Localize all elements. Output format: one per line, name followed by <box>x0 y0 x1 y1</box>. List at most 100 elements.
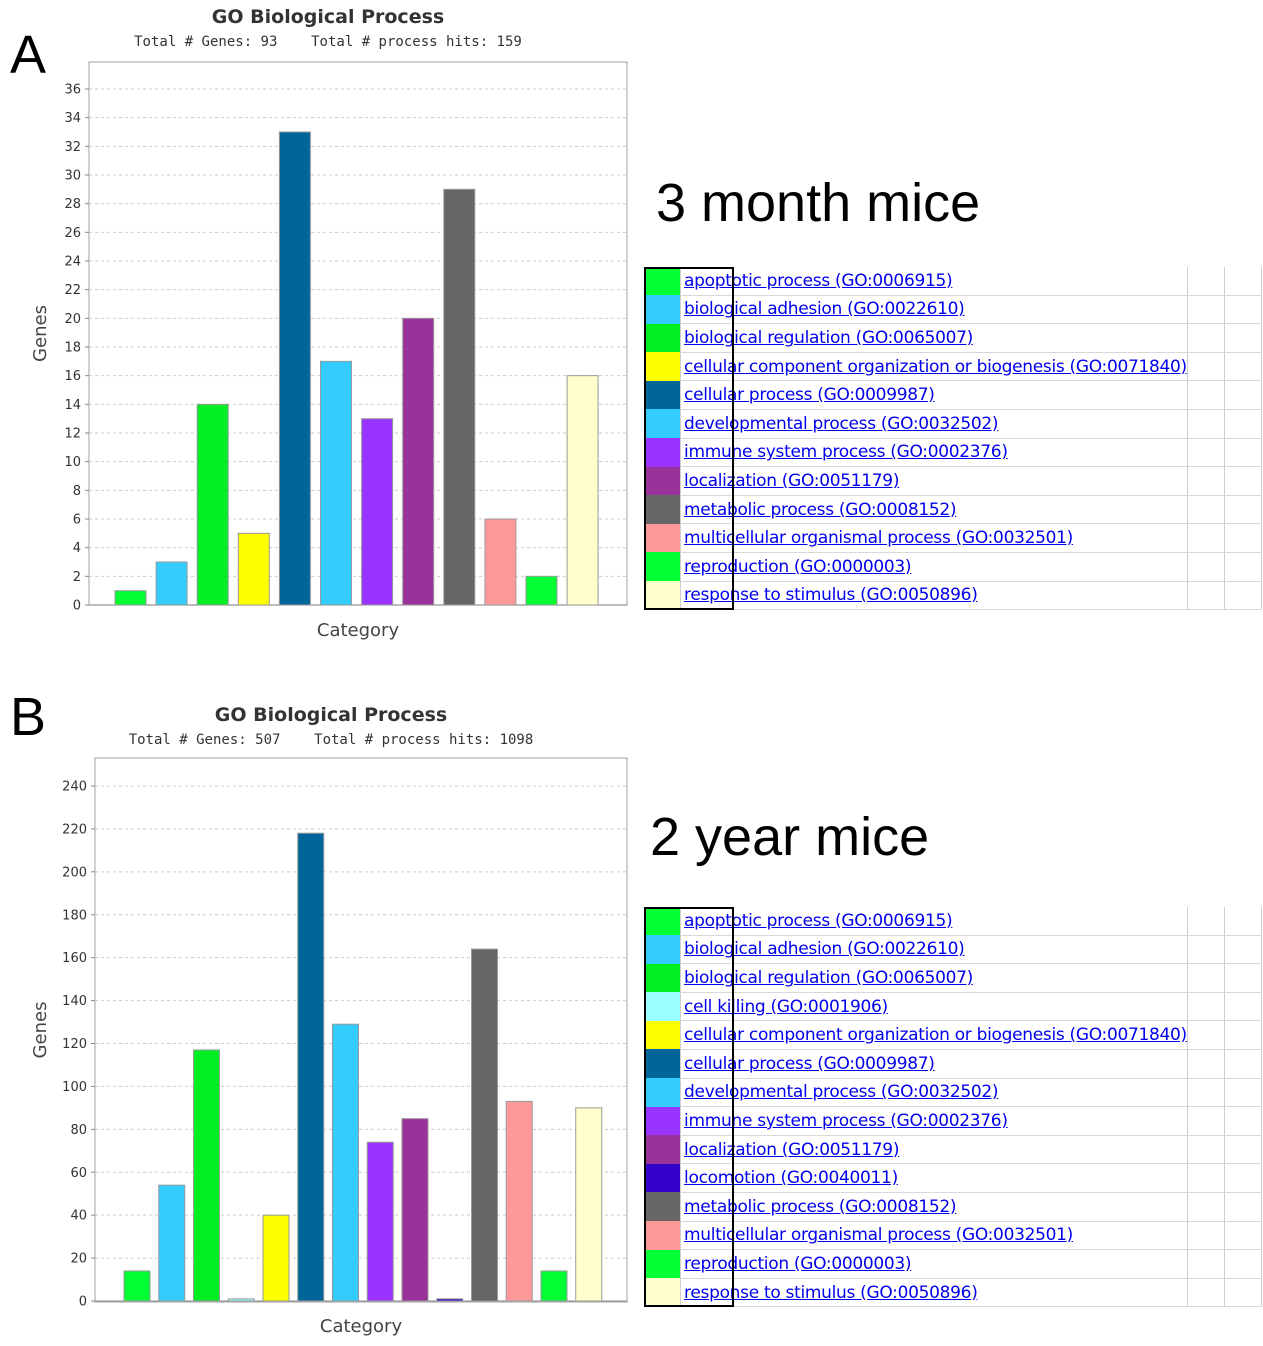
legend-row: localization (GO:0051179) <box>644 466 1262 496</box>
legend-swatch <box>644 1221 681 1250</box>
legend-label-cell: reproduction (GO:0000003) <box>680 1249 1188 1279</box>
legend-row: cellular process (GO:0009987) <box>644 1049 1262 1079</box>
legend-label-cell: cellular component organization or bioge… <box>680 352 1188 382</box>
legend-swatch <box>644 1078 681 1107</box>
legend-row: developmental process (GO:0032502) <box>644 409 1262 439</box>
legend-swatch <box>644 495 681 524</box>
legend-swatch <box>644 552 681 582</box>
y-tick-label: 180 <box>62 908 87 923</box>
legend-link[interactable]: developmental process (GO:0032502) <box>684 413 999 434</box>
legend-label-cell: cellular process (GO:0009987) <box>680 1049 1188 1079</box>
legend-link[interactable]: response to stimulus (GO:0050896) <box>684 585 978 606</box>
bar: apoptotic process (GO:0006915): 1 <box>114 590 147 606</box>
legend-link[interactable]: apoptotic process (GO:0006915) <box>684 270 953 291</box>
legend-row: localization (GO:0051179) <box>644 1135 1262 1165</box>
legend-row: response to stimulus (GO:0050896) <box>644 581 1262 611</box>
legend-label-cell: localization (GO:0051179) <box>680 1135 1188 1165</box>
panel-b-letter: B <box>10 687 47 747</box>
legend-empty-cell <box>1187 552 1226 582</box>
legend-link[interactable]: immune system process (GO:0002376) <box>684 442 1008 463</box>
legend-label-cell: biological adhesion (GO:0022610) <box>680 295 1188 325</box>
bar: cellular component organization or bioge… <box>237 532 270 606</box>
legend-link[interactable]: cellular component organization or bioge… <box>684 1025 1187 1046</box>
legend-link[interactable]: biological adhesion (GO:0022610) <box>684 299 965 320</box>
y-tick-label: 14 <box>64 398 81 413</box>
legend-empty-cell <box>1187 352 1226 382</box>
legend-link[interactable]: cell killing (GO:0001906) <box>684 996 888 1017</box>
legend-label-cell: cellular process (GO:0009987) <box>680 380 1188 410</box>
legend-link[interactable]: developmental process (GO:0032502) <box>684 1082 999 1103</box>
legend-link[interactable]: biological regulation (GO:0065007) <box>684 967 973 988</box>
legend-link[interactable]: multicellular organismal process (GO:003… <box>684 528 1074 549</box>
legend-link[interactable]: reproduction (GO:0000003) <box>684 556 912 577</box>
y-tick-label: 40 <box>70 1209 87 1224</box>
legend-swatch <box>644 935 681 964</box>
legend-link[interactable]: metabolic process (GO:0008152) <box>684 1196 957 1217</box>
legend-link[interactable]: cellular process (GO:0009987) <box>684 385 935 406</box>
plot-area <box>88 61 628 606</box>
bar: reproduction (GO:0000003): 14 <box>540 1270 568 1302</box>
y-tick-label: 160 <box>62 951 87 966</box>
legend-empty-cell <box>1187 1106 1226 1136</box>
bar: biological adhesion (GO:0022610): 54 <box>158 1184 186 1302</box>
y-tick-label: 4 <box>73 541 81 556</box>
legend-link[interactable]: cellular component organization or bioge… <box>684 356 1187 377</box>
bar: reproduction (GO:0000003): 2 <box>525 575 558 606</box>
legend-link[interactable]: localization (GO:0051179) <box>684 470 900 491</box>
y-tick-label: 20 <box>64 312 81 327</box>
legend-link[interactable]: apoptotic process (GO:0006915) <box>684 910 953 931</box>
legend-swatch <box>644 1163 681 1193</box>
legend-empty-cell <box>1187 581 1226 611</box>
bar: cell killing (GO:0001906): 1 <box>227 1298 255 1302</box>
legend-row: cell killing (GO:0001906) <box>644 992 1262 1022</box>
legend-empty-cell <box>1224 1249 1262 1279</box>
legend-empty-cell <box>1224 1049 1262 1079</box>
bar: cellular component organization or bioge… <box>262 1214 290 1302</box>
legend-empty-cell <box>1187 466 1226 496</box>
chart-subtitle: Total # Genes: 93 Total # process hits: … <box>134 34 522 50</box>
legend-b: apoptotic process (GO:0006915) biological… <box>644 907 1262 1308</box>
legend-empty-cell <box>1187 1192 1226 1222</box>
legend-link[interactable]: cellular process (GO:0009987) <box>684 1053 935 1074</box>
legend-link[interactable]: biological regulation (GO:0065007) <box>684 327 973 348</box>
legend-label-cell: metabolic process (GO:0008152) <box>680 1192 1188 1222</box>
legend-link[interactable]: localization (GO:0051179) <box>684 1139 900 1160</box>
legend-link[interactable]: multicellular organismal process (GO:003… <box>684 1225 1074 1246</box>
legend-a: apoptotic process (GO:0006915) biological… <box>644 267 1262 611</box>
legend-link[interactable]: reproduction (GO:0000003) <box>684 1253 912 1274</box>
legend-empty-cell <box>1187 1163 1226 1193</box>
legend-empty-cell <box>1224 992 1262 1022</box>
legend-link[interactable]: response to stimulus (GO:0050896) <box>684 1282 978 1303</box>
legend-link[interactable]: metabolic process (GO:0008152) <box>684 499 957 520</box>
legend-link[interactable]: biological adhesion (GO:0022610) <box>684 939 965 960</box>
legend-link[interactable]: locomotion (GO:0040011) <box>684 1168 898 1189</box>
legend-empty-cell <box>1224 1221 1262 1251</box>
bar: biological regulation (GO:0065007): 14 <box>196 403 229 606</box>
y-tick-label: 34 <box>64 111 81 126</box>
legend-row: cellular component organization or bioge… <box>644 352 1262 382</box>
legend-empty-cell <box>1224 267 1262 296</box>
legend-empty-cell <box>1187 1278 1226 1308</box>
legend-row: response to stimulus (GO:0050896) <box>644 1278 1262 1308</box>
legend-row: multicellular organismal process (GO:003… <box>644 523 1262 553</box>
legend-label-cell: response to stimulus (GO:0050896) <box>680 581 1188 611</box>
y-axis-label: Genes <box>30 1002 51 1059</box>
legend-label-cell: cellular component organization or bioge… <box>680 1020 1188 1050</box>
bar: multicellular organismal process (GO:003… <box>484 518 517 606</box>
bar: immune system process (GO:0002376): 74 <box>366 1141 394 1302</box>
legend-empty-cell <box>1187 1135 1226 1165</box>
y-tick-label: 18 <box>64 341 81 356</box>
bar: locomotion (GO:0040011): 1 <box>436 1298 464 1302</box>
legend-empty-cell <box>1224 1106 1262 1136</box>
legend-empty-cell <box>1224 1278 1262 1308</box>
legend-empty-cell <box>1224 552 1262 582</box>
legend-link[interactable]: immune system process (GO:0002376) <box>684 1110 1008 1131</box>
bar: localization (GO:0051179): 85 <box>401 1118 429 1302</box>
legend-swatch <box>644 1278 681 1307</box>
legend-empty-cell <box>1187 963 1226 993</box>
bar: metabolic process (GO:0008152): 164 <box>471 948 498 1302</box>
legend-swatch <box>644 352 681 381</box>
legend-swatch <box>644 992 681 1021</box>
legend-swatch <box>644 907 681 936</box>
legend-swatch <box>644 1249 681 1279</box>
